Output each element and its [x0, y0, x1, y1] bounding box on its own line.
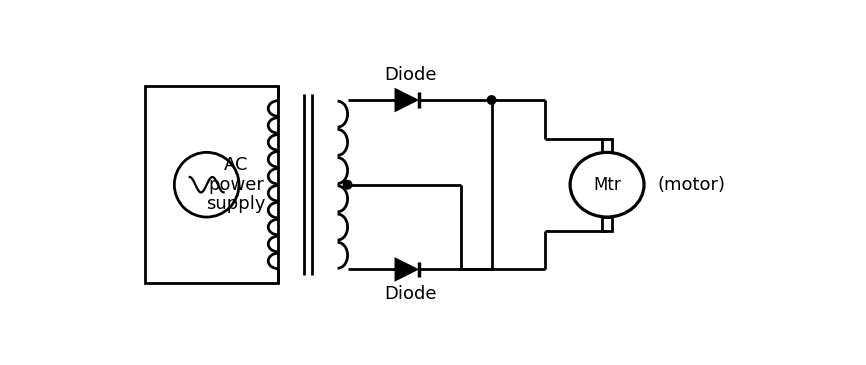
Text: supply: supply — [206, 195, 266, 213]
Text: power: power — [208, 176, 264, 194]
Text: (motor): (motor) — [658, 176, 726, 194]
Polygon shape — [395, 257, 419, 282]
Bar — [602, 217, 612, 231]
Text: Diode: Diode — [385, 66, 437, 84]
Bar — [602, 138, 612, 152]
Text: Diode: Diode — [385, 285, 437, 303]
Circle shape — [343, 180, 352, 189]
Polygon shape — [395, 88, 419, 112]
Text: Mtr: Mtr — [593, 176, 621, 194]
Text: AC: AC — [223, 157, 249, 174]
Bar — [145, 86, 278, 283]
Circle shape — [488, 96, 496, 104]
